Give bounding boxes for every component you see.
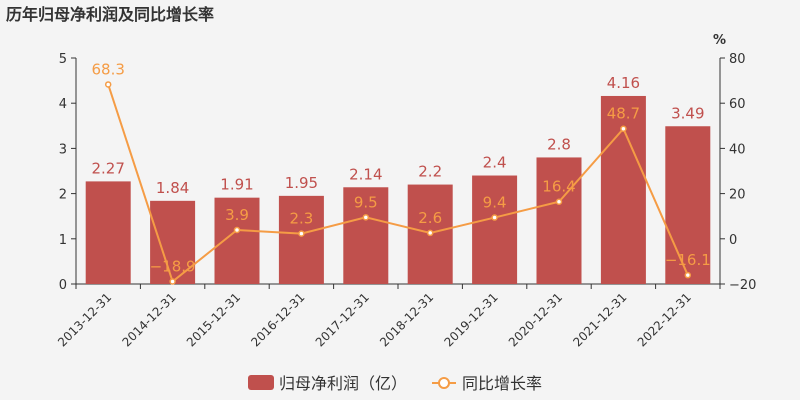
bar [343, 187, 389, 284]
y-left-tick-label: 0 [59, 278, 67, 293]
x-category-label: 2017-12-31 [313, 290, 372, 349]
y-left-tick-label: 1 [59, 233, 67, 248]
legend-line-label: 同比增长率 [462, 374, 542, 393]
bar-value-label: 2.14 [349, 165, 382, 183]
y-right-tick-label: 40 [729, 142, 746, 157]
bar-value-label: 1.95 [285, 174, 318, 192]
growth-point [555, 198, 563, 205]
bar-value-label: 3.49 [671, 104, 704, 122]
line-series [104, 81, 692, 285]
x-axis-labels: 2013-12-31 2014-12-31 2015-12-31 2016-12-31… [55, 290, 694, 349]
bar [472, 175, 518, 284]
growth-value-label: −16.1 [665, 251, 711, 269]
y-left-tick-label: 4 [59, 97, 67, 112]
growth-point [169, 278, 176, 285]
growth-point [298, 230, 305, 237]
growth-value-label: 16.4 [542, 178, 575, 196]
growth-point [684, 271, 692, 279]
x-category-label: 2013-12-31 [55, 290, 114, 349]
chart-title: 历年归母净利润及同比增长率 [6, 5, 214, 24]
x-category-label: 2014-12-31 [120, 290, 179, 349]
y-right-tick-label: 80 [729, 52, 746, 67]
y-right-tick-label: 20 [729, 188, 746, 203]
x-category-label: 2020-12-31 [506, 290, 565, 349]
growth-value-label: 9.5 [354, 193, 378, 211]
growth-value-label: 2.3 [289, 210, 313, 228]
bar [665, 126, 711, 284]
growth-point [426, 229, 434, 237]
bar-value-label: 4.16 [607, 74, 640, 92]
right-axis-unit: % [713, 33, 726, 48]
y-right-tick-label: 0 [729, 233, 737, 248]
x-category-label: 2021-12-31 [570, 290, 629, 349]
legend-line-marker [438, 377, 450, 389]
legend-bar-swatch [248, 375, 274, 390]
growth-point [233, 226, 241, 234]
growth-value-label: 9.4 [483, 194, 507, 212]
growth-line [107, 84, 689, 284]
bar-value-label: 2.2 [418, 163, 442, 181]
y-left-tick-label: 2 [59, 188, 67, 203]
bar-value-label: 2.27 [91, 159, 124, 177]
bar [85, 181, 131, 284]
growth-point [620, 125, 627, 132]
bar-value-label: 2.8 [547, 135, 571, 153]
y-right-tick-label: 60 [729, 97, 746, 112]
legend-bar-label: 归母净利润（亿） [279, 374, 407, 393]
growth-point [491, 214, 498, 221]
bar-value-label: 2.4 [483, 154, 507, 172]
x-category-label: 2018-12-31 [377, 290, 436, 349]
bar-series [85, 95, 711, 284]
legend-item-bar[interactable]: 归母净利润（亿） [248, 374, 407, 393]
growth-value-label: −18.9 [150, 258, 196, 276]
growth-value-label: 3.9 [225, 206, 249, 224]
x-category-label: 2016-12-31 [248, 290, 307, 349]
x-category-label: 2015-12-31 [184, 290, 243, 349]
y-left-tick-label: 5 [59, 52, 67, 67]
bar-labels: 2.27 1.84 1.91 1.95 2.14 2.2 2.4 2.8 4.16 3.49 [91, 74, 704, 197]
growth-value-label: 68.3 [91, 60, 124, 78]
y-right-tick-label: −20 [729, 278, 756, 293]
growth-value-label: 2.6 [418, 209, 442, 227]
bar [278, 195, 324, 284]
line-labels: 68.3 −18.9 3.9 2.3 9.5 2.6 9.4 16.4 48.7 −16.1 [91, 60, 710, 275]
bar-value-label: 1.91 [220, 176, 253, 194]
bar [600, 95, 646, 284]
bar [536, 157, 582, 284]
x-category-label: 2022-12-31 [635, 290, 694, 349]
x-category-label: 2019-12-31 [442, 290, 501, 349]
bar-value-label: 1.84 [156, 179, 189, 197]
growth-value-label: 48.7 [607, 105, 640, 123]
growth-point [362, 214, 370, 221]
legend: 归母净利润（亿） 同比增长率 [248, 374, 542, 393]
growth-point [104, 81, 112, 88]
y-left-tick-label: 3 [59, 142, 67, 157]
legend-item-line[interactable]: 同比增长率 [432, 374, 542, 393]
